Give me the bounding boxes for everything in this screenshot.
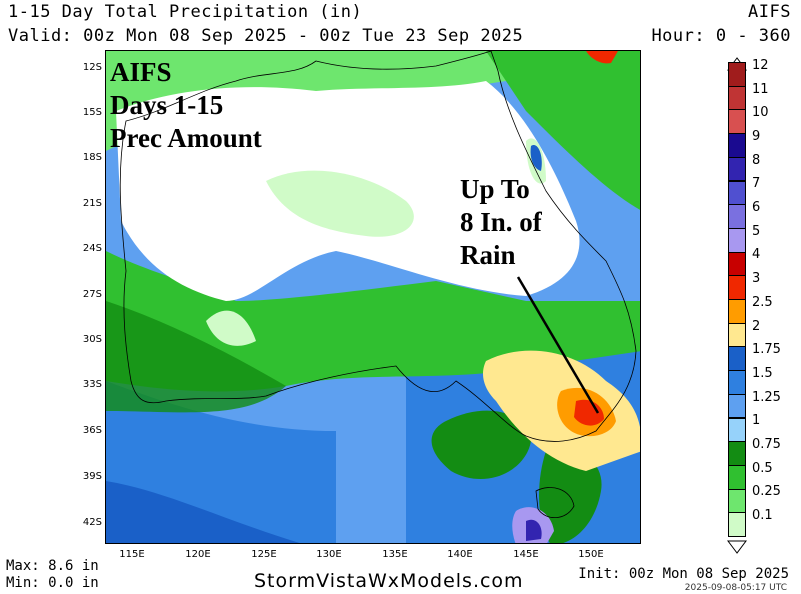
overlay-callout-block: Up To 8 In. of Rain [460, 173, 542, 272]
green-lobe-vic [431, 410, 531, 480]
max-value: Max: 8.6 in [6, 558, 99, 574]
legend-label: 2.5 [752, 294, 773, 310]
lon-label: 135E [382, 549, 408, 560]
legend-swatch [728, 512, 746, 537]
legend-label: 1.75 [752, 342, 781, 358]
legend-label: 4 [752, 247, 761, 263]
legend-label: 1 [752, 413, 761, 429]
callout-line-1: Up To [460, 174, 530, 204]
lon-label: 125E [251, 549, 277, 560]
legend-swatch [728, 441, 746, 466]
lat-label: 12S [82, 62, 102, 73]
legend-label: 11 [752, 81, 769, 97]
legend-swatch [728, 227, 746, 253]
overlay-line-3: Prec Amount [110, 123, 262, 153]
light-green-sw [206, 310, 256, 346]
legend-swatch [728, 180, 746, 206]
lat-label: 30S [82, 334, 102, 345]
lat-label: 24S [82, 243, 102, 254]
callout-arrow [516, 276, 600, 414]
overlay-title-block: AIFS Days 1-15 Prec Amount [110, 56, 262, 155]
legend-label: 0.25 [752, 484, 781, 500]
legend-label: 5 [752, 223, 761, 239]
legend-swatch [728, 275, 746, 300]
map-canvas [106, 51, 640, 543]
lat-label: 36S [82, 425, 102, 436]
legend-swatch [728, 85, 746, 111]
callout-line-2: 8 In. of [460, 207, 542, 237]
lat-label: 39S [82, 471, 102, 482]
legend-swatch [728, 204, 746, 229]
legend-swatch [728, 346, 746, 372]
legend-label: 6 [752, 200, 761, 216]
legend-swatch [728, 417, 746, 443]
lat-label: 18S [82, 152, 102, 163]
lon-label: 140E [447, 549, 473, 560]
dark-green-sw [106, 301, 286, 413]
legend-label: 1.5 [752, 365, 773, 381]
legend-label: 2 [752, 318, 761, 334]
legend-label: 8 [752, 152, 761, 168]
legend-swatch [728, 299, 746, 324]
legend-swatch [728, 370, 746, 395]
legend-swatch [728, 464, 746, 490]
legend-label: 0.75 [752, 437, 781, 453]
legend-swatch [728, 322, 746, 348]
legend-swatch [728, 393, 746, 419]
green-lobe-tas [539, 448, 602, 543]
tasmania-coastline [535, 487, 575, 519]
lat-label: 42S [82, 517, 102, 528]
lat-label: 21S [82, 198, 102, 209]
precipitation-map [105, 50, 641, 544]
legend-label: 7 [752, 176, 761, 192]
model-name: AIFS [748, 2, 791, 22]
overlay-line-1: AIFS [110, 57, 172, 87]
website-credit: StormVistaWxModels.com [254, 570, 524, 592]
map-title: 1-15 Day Total Precipitation (in) [8, 2, 363, 22]
lon-label: 115E [119, 549, 145, 560]
legend-bottom-arrow [727, 540, 747, 554]
lon-label: 130E [316, 549, 342, 560]
legend-label: 10 [752, 105, 769, 121]
valid-period: Valid: 00z Mon 08 Sep 2025 - 00z Tue 23 … [8, 26, 524, 46]
forecast-hour-range: Hour: 0 - 360 [651, 26, 791, 46]
heavy-rain-4in [574, 399, 604, 426]
min-value: Min: 0.0 in [6, 575, 99, 591]
legend-swatch [728, 488, 746, 514]
australia-coastline [119, 51, 637, 442]
lon-label: 150E [578, 549, 604, 560]
legend-label: 12 [752, 57, 769, 73]
legend-label: 3 [752, 271, 761, 287]
qld-coast-streak [530, 145, 542, 171]
lat-label: 27S [82, 289, 102, 300]
legend-label: 0.5 [752, 460, 773, 476]
ne-green [486, 51, 640, 210]
callout-line-3: Rain [460, 240, 516, 270]
legend-swatch [728, 109, 746, 135]
overlay-line-2: Days 1-15 [110, 90, 224, 120]
lon-label: 145E [513, 549, 539, 560]
south-ocean-dark [106, 481, 300, 543]
legend-label: 9 [752, 128, 761, 144]
light-green-interior [266, 170, 414, 237]
lon-label: 120E [185, 549, 211, 560]
ne-corner-cell [586, 51, 618, 64]
legend-label: 1.25 [752, 389, 781, 405]
lat-label: 15S [82, 107, 102, 118]
init-time: Init: 00z Mon 08 Sep 2025 [578, 566, 789, 582]
legend-swatch [728, 62, 746, 87]
legend-swatch [728, 156, 746, 182]
legend-swatch [728, 133, 746, 158]
legend-swatch [728, 251, 746, 277]
tas-core [526, 519, 542, 541]
legend-label: 0.1 [752, 508, 773, 524]
lat-label: 33S [82, 379, 102, 390]
generation-timestamp: 2025-09-08-05:17 UTC [684, 583, 787, 593]
